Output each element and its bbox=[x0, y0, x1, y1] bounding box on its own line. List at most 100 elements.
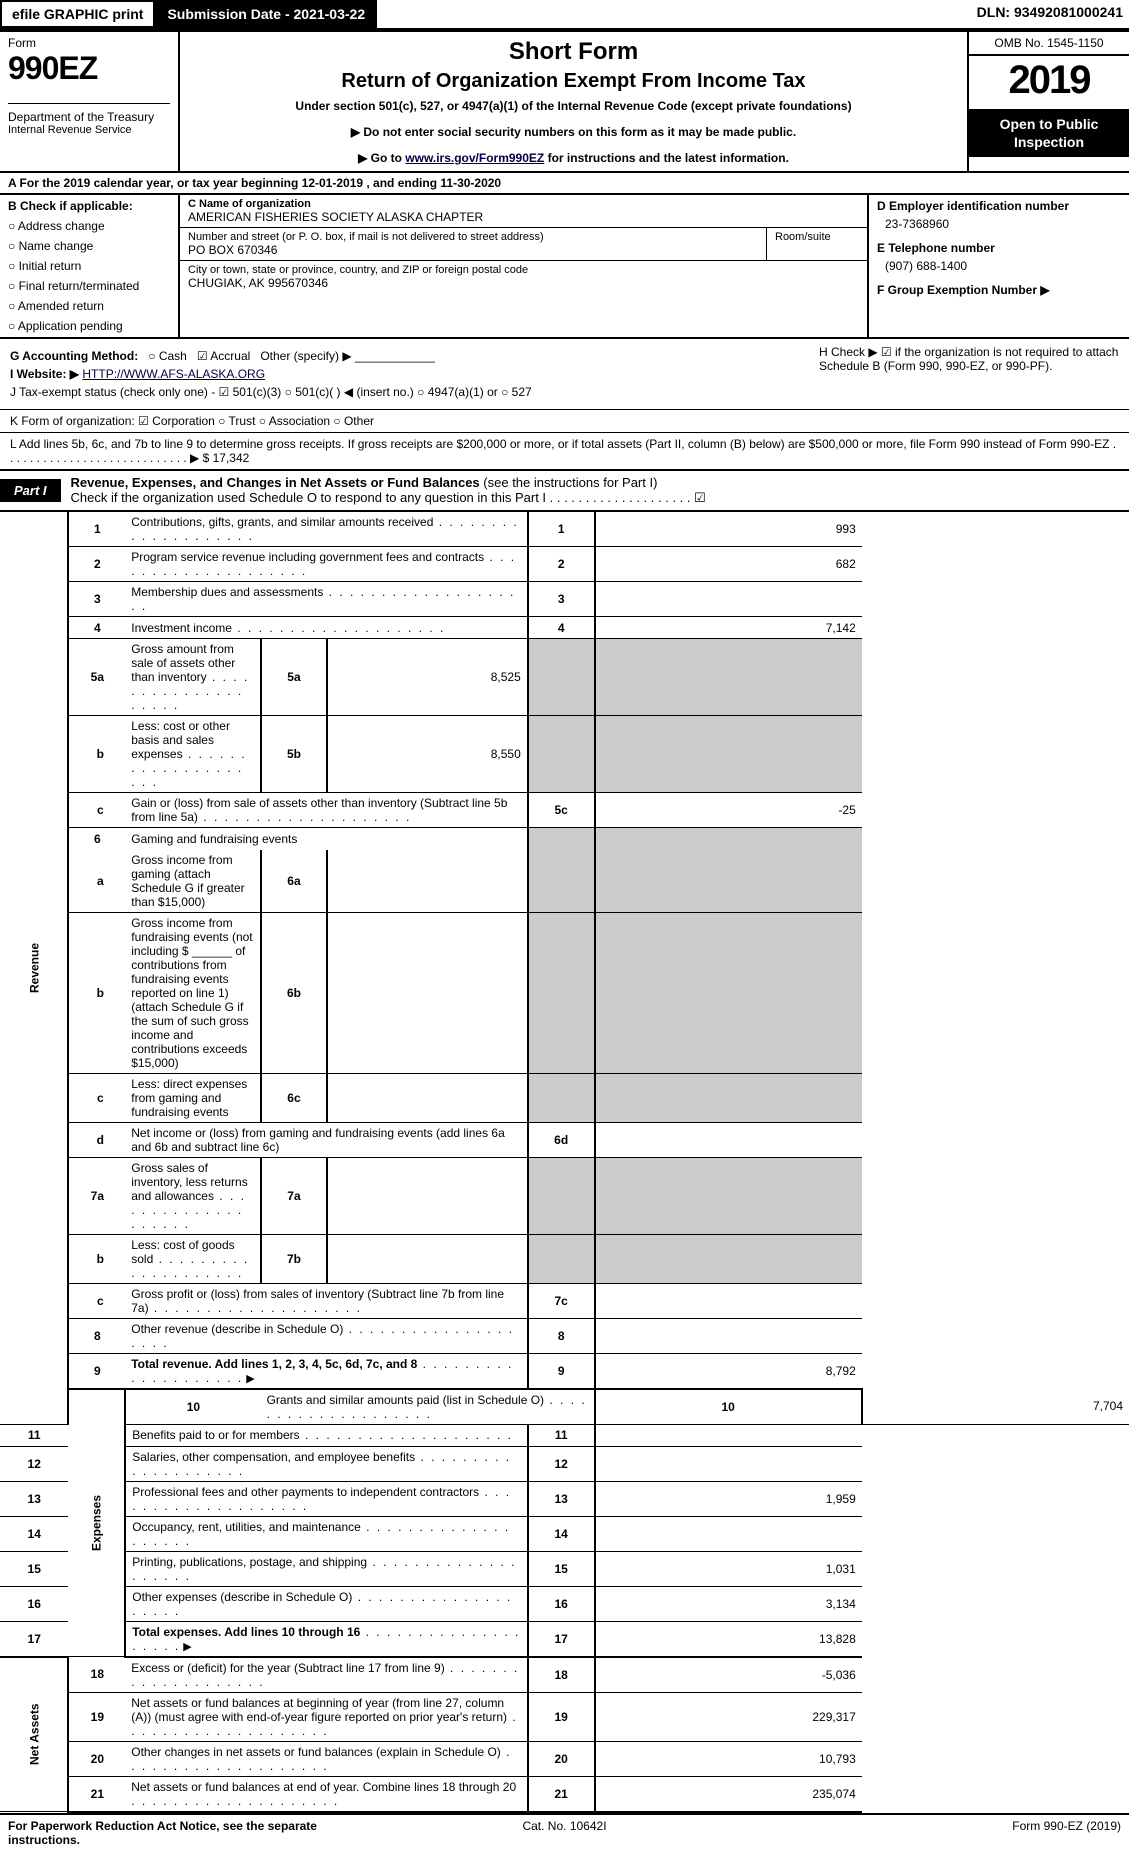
row-l-text: L Add lines 5b, 6c, and 7b to line 9 to … bbox=[10, 437, 1116, 465]
part-i-tab: Part I bbox=[0, 479, 61, 502]
ln-7c-amt bbox=[595, 1283, 862, 1318]
line-1: Revenue 1 Contributions, gifts, grants, … bbox=[0, 512, 1129, 547]
chk-amended-return[interactable]: Amended return bbox=[8, 299, 170, 313]
ln-15-desc: Printing, publications, postage, and shi… bbox=[132, 1555, 367, 1569]
form-meta-block: OMB No. 1545-1150 2019 Open to Public In… bbox=[969, 32, 1129, 171]
ln-14-rn: 14 bbox=[528, 1516, 595, 1551]
netassets-side-label: Net Assets bbox=[0, 1657, 68, 1812]
row-l-amount: 17,342 bbox=[213, 451, 250, 465]
tax-exempt-status: J Tax-exempt status (check only one) - ☑… bbox=[10, 385, 799, 399]
ln-20-rn: 20 bbox=[528, 1741, 595, 1776]
title-short-form: Short Form bbox=[190, 38, 957, 66]
ln-7b-samt bbox=[327, 1234, 527, 1283]
ln-19-rn: 19 bbox=[528, 1692, 595, 1741]
cat-number: Cat. No. 10642I bbox=[379, 1819, 750, 1847]
ln-6c-shade2 bbox=[595, 1073, 862, 1122]
row-k-form-of-org: K Form of organization: ☑ Corporation ○ … bbox=[0, 410, 1129, 433]
ln-15-rn: 15 bbox=[528, 1551, 595, 1586]
chk-initial-return[interactable]: Initial return bbox=[8, 259, 170, 273]
city-label: City or town, state or province, country… bbox=[188, 264, 859, 276]
chk-cash[interactable]: Cash bbox=[148, 349, 187, 363]
accounting-website-row: G Accounting Method: Cash Accrual Other … bbox=[0, 339, 1129, 410]
ln-8-rn: 8 bbox=[528, 1318, 595, 1353]
ln-7b-shade2 bbox=[595, 1234, 862, 1283]
tel-label: E Telephone number bbox=[877, 241, 1121, 255]
ln-19-num: 19 bbox=[68, 1692, 125, 1741]
form-id-block: Form 990EZ Department of the Treasury In… bbox=[0, 32, 180, 171]
ln-6b-shade2 bbox=[595, 912, 862, 1073]
ln-5c-amt: -25 bbox=[595, 793, 862, 828]
top-bar: efile GRAPHIC print Submission Date - 20… bbox=[0, 0, 1129, 30]
chk-application-pending[interactable]: Application pending bbox=[8, 319, 170, 333]
ln-19-desc: Net assets or fund balances at beginning… bbox=[131, 1696, 507, 1724]
street-label: Number and street (or P. O. box, if mail… bbox=[188, 231, 758, 243]
street-cell: Number and street (or P. O. box, if mail… bbox=[180, 228, 767, 260]
row-a-tax-year: A For the 2019 calendar year, or tax yea… bbox=[0, 173, 1129, 195]
ln-6d-rn: 6d bbox=[528, 1122, 595, 1157]
irs-link[interactable]: www.irs.gov/Form990EZ bbox=[405, 151, 544, 165]
ln-1-num: 1 bbox=[68, 512, 125, 547]
ln-8-desc: Other revenue (describe in Schedule O) bbox=[131, 1322, 343, 1336]
group-exemption-label: F Group Exemption Number ▶ bbox=[877, 283, 1121, 297]
line-15: 15 Printing, publications, postage, and … bbox=[0, 1551, 1129, 1586]
ln-7a-shade2 bbox=[595, 1157, 862, 1234]
ln-21-num: 21 bbox=[68, 1776, 125, 1812]
ln-1-desc: Contributions, gifts, grants, and simila… bbox=[131, 515, 433, 529]
department-line2: Internal Revenue Service bbox=[8, 124, 170, 136]
other-specify: Other (specify) ▶ bbox=[260, 349, 351, 363]
ln-5a-samt: 8,525 bbox=[327, 639, 527, 716]
ln-9-desc: Total revenue. Add lines 1, 2, 3, 4, 5c,… bbox=[131, 1357, 417, 1371]
ln-5b-shade2 bbox=[595, 716, 862, 793]
ln-9-num: 9 bbox=[68, 1353, 125, 1389]
part-i-header: Part I Revenue, Expenses, and Changes in… bbox=[0, 471, 1129, 512]
ln-20-amt: 10,793 bbox=[595, 1741, 862, 1776]
ln-6-shade2 bbox=[595, 828, 862, 850]
ln-7b-num: b bbox=[68, 1234, 125, 1283]
efile-print-button[interactable]: efile GRAPHIC print bbox=[0, 0, 155, 28]
ln-15-amt: 1,031 bbox=[595, 1551, 862, 1586]
ln-5b-samt: 8,550 bbox=[327, 716, 527, 793]
ln-20-num: 20 bbox=[68, 1741, 125, 1776]
ln-6c-samt bbox=[327, 1073, 527, 1122]
chk-final-return[interactable]: Final return/terminated bbox=[8, 279, 170, 293]
ln-4-num: 4 bbox=[68, 617, 125, 639]
accounting-method: G Accounting Method: Cash Accrual Other … bbox=[10, 349, 799, 363]
line-6d: d Net income or (loss) from gaming and f… bbox=[0, 1122, 1129, 1157]
chk-address-change[interactable]: Address change bbox=[8, 219, 170, 233]
ln-16-rn: 16 bbox=[528, 1586, 595, 1621]
ln-6c-sn: 6c bbox=[261, 1073, 328, 1122]
ln-10-num: 10 bbox=[125, 1389, 260, 1425]
note-no-ssn: ▶ Do not enter social security numbers o… bbox=[190, 125, 957, 139]
website-link[interactable]: HTTP://WWW.AFS-ALASKA.ORG bbox=[82, 367, 265, 381]
ln-21-amt: 235,074 bbox=[595, 1776, 862, 1812]
ln-5a-shade2 bbox=[595, 639, 862, 716]
ln-1-amt: 993 bbox=[595, 512, 862, 547]
line-5c: c Gain or (loss) from sale of assets oth… bbox=[0, 793, 1129, 828]
ln-1-rn: 1 bbox=[528, 512, 595, 547]
ln-6a-samt bbox=[327, 850, 527, 913]
note-goto-post: for instructions and the latest informat… bbox=[548, 151, 789, 165]
city-cell: City or town, state or province, country… bbox=[180, 261, 867, 293]
line-10: Expenses 10 Grants and similar amounts p… bbox=[0, 1389, 1129, 1425]
ln-16-amt: 3,134 bbox=[595, 1586, 862, 1621]
ln-14-num: 14 bbox=[0, 1516, 68, 1551]
ln-11-num: 11 bbox=[0, 1424, 68, 1446]
org-name-label: C Name of organization bbox=[188, 198, 859, 210]
ln-6a-desc: Gross income from gaming (attach Schedul… bbox=[131, 853, 244, 909]
ln-21-desc: Net assets or fund balances at end of ye… bbox=[131, 1780, 516, 1794]
ln-5c-rn: 5c bbox=[528, 793, 595, 828]
ln-7a-shade bbox=[528, 1157, 595, 1234]
street-row: Number and street (or P. O. box, if mail… bbox=[180, 228, 867, 261]
ln-18-desc: Excess or (deficit) for the year (Subtra… bbox=[131, 1661, 444, 1675]
line-5a: 5a Gross amount from sale of assets othe… bbox=[0, 639, 1129, 716]
line-5b: b Less: cost or other basis and sales ex… bbox=[0, 716, 1129, 793]
ln-15-num: 15 bbox=[0, 1551, 68, 1586]
ln-7b-shade bbox=[528, 1234, 595, 1283]
chk-accrual[interactable]: Accrual bbox=[197, 349, 250, 363]
ln-12-desc: Salaries, other compensation, and employ… bbox=[132, 1450, 415, 1464]
ln-6c-desc: Less: direct expenses from gaming and fu… bbox=[131, 1077, 247, 1119]
ln-7b-sn: 7b bbox=[261, 1234, 328, 1283]
ln-5b-shade bbox=[528, 716, 595, 793]
form-title-block: Short Form Return of Organization Exempt… bbox=[180, 32, 969, 171]
chk-name-change[interactable]: Name change bbox=[8, 239, 170, 253]
